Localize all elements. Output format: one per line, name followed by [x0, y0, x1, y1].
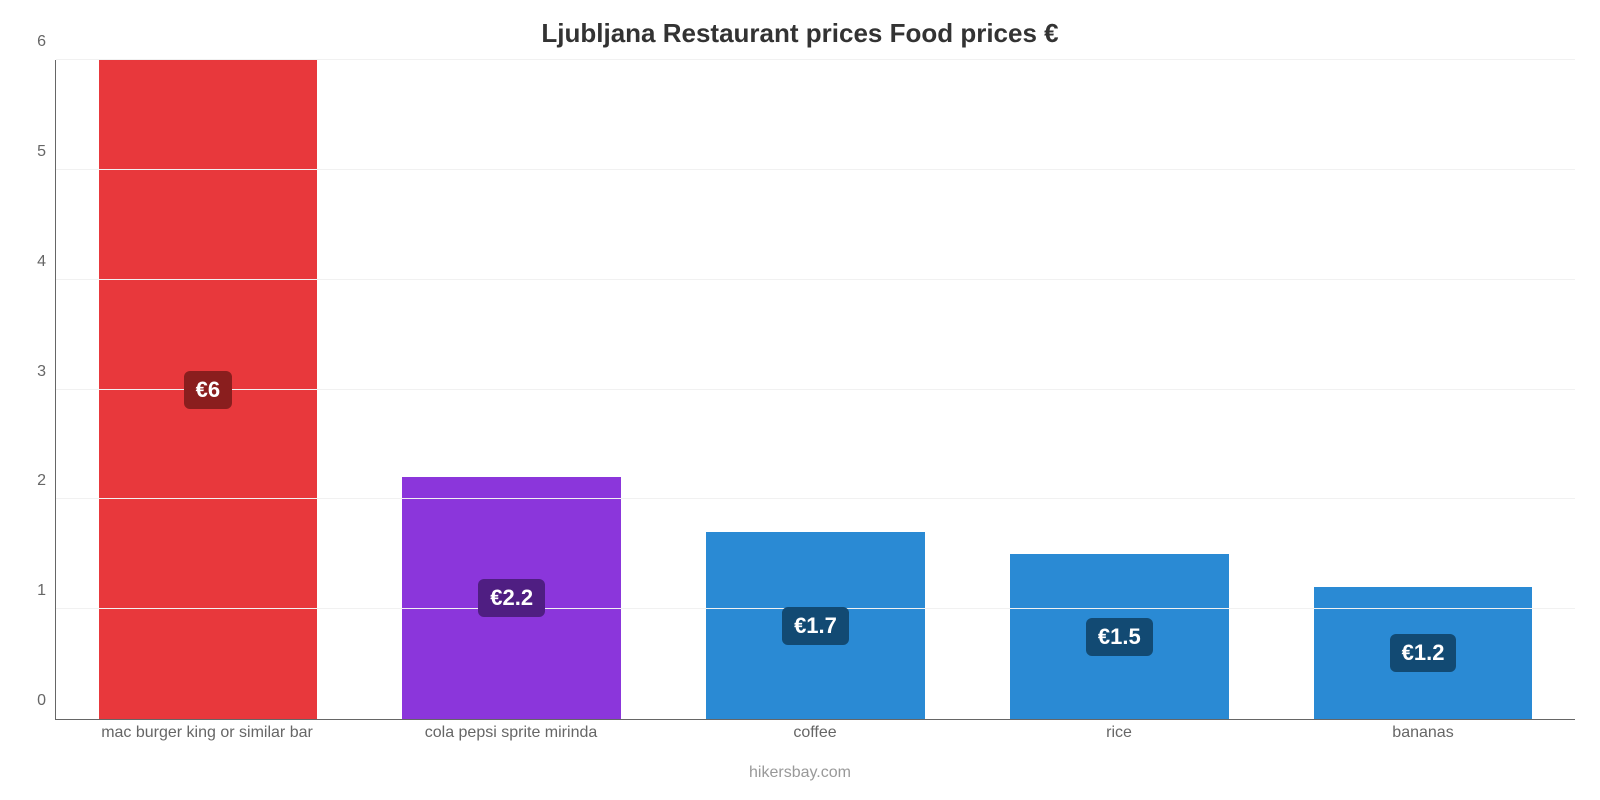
- bar-coffee: €1.7: [706, 532, 925, 719]
- bar-cola: €2.2: [402, 477, 621, 719]
- x-label: bananas: [1271, 724, 1575, 742]
- value-badge: €6: [184, 371, 232, 409]
- bars-group: €6 €2.2 €1.7 €1.5 €1.2: [56, 60, 1575, 719]
- value-badge: €1.5: [1086, 618, 1153, 656]
- chart-container: Ljubljana Restaurant prices Food prices …: [0, 0, 1600, 800]
- gridline: [56, 59, 1575, 60]
- y-tick-label: 2: [37, 472, 56, 490]
- x-label: coffee: [663, 724, 967, 742]
- value-badge: €1.2: [1390, 634, 1457, 672]
- gridline: [56, 389, 1575, 390]
- value-badge: €2.2: [478, 579, 545, 617]
- x-label: mac burger king or similar bar: [55, 724, 359, 742]
- y-tick-label: 5: [37, 143, 56, 161]
- credit-label: hikersbay.com: [0, 764, 1600, 782]
- value-badge: €1.7: [782, 607, 849, 645]
- y-tick-label: 4: [37, 253, 56, 271]
- bar-slot: €1.2: [1271, 60, 1575, 719]
- plot-area: €6 €2.2 €1.7 €1.5 €1.2: [55, 60, 1575, 720]
- bar-bananas: €1.2: [1314, 587, 1533, 719]
- y-tick-label: 0: [37, 692, 56, 710]
- y-tick-label: 3: [37, 363, 56, 381]
- y-tick-label: 1: [37, 582, 56, 600]
- x-label: rice: [967, 724, 1271, 742]
- chart-title: Ljubljana Restaurant prices Food prices …: [0, 18, 1600, 49]
- x-label: cola pepsi sprite mirinda: [359, 724, 663, 742]
- x-axis-labels: mac burger king or similar bar cola peps…: [55, 724, 1575, 742]
- gridline: [56, 279, 1575, 280]
- bar-slot: €6: [56, 60, 360, 719]
- bar-slot: €1.7: [664, 60, 968, 719]
- gridline: [56, 498, 1575, 499]
- bar-rice: €1.5: [1010, 554, 1229, 719]
- bar-mac-burger: €6: [99, 60, 318, 719]
- bar-slot: €1.5: [967, 60, 1271, 719]
- gridline: [56, 169, 1575, 170]
- bar-slot: €2.2: [360, 60, 664, 719]
- y-tick-label: 6: [37, 33, 56, 51]
